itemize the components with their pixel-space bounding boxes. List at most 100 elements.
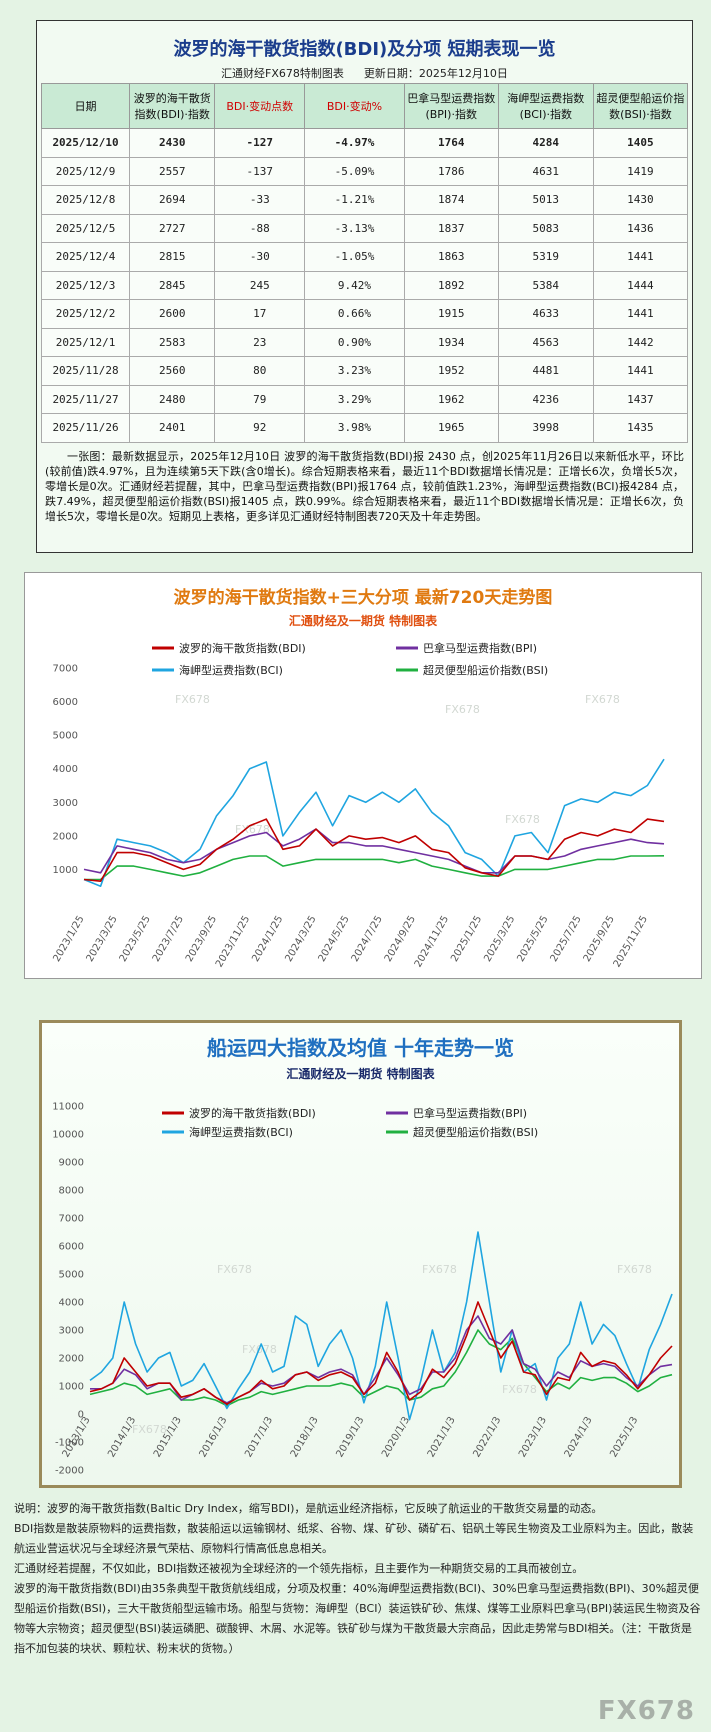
y-tick-label: 7000 — [53, 664, 78, 675]
x-tick-label: 2014/1/3 — [106, 1415, 138, 1459]
y-tick-label: 3000 — [53, 798, 78, 809]
y-tick-label: -2000 — [55, 1466, 84, 1477]
y-tick-label: 9000 — [59, 1158, 84, 1169]
cell: 5384 — [497, 270, 594, 300]
cell: 79 — [214, 384, 306, 414]
cell: 2845 — [129, 270, 216, 300]
cell: 1437 — [592, 384, 689, 414]
note: 说明：波罗的海干散货指数(Baltic Dry Index，缩写BDI)，是航运… — [14, 1502, 603, 1515]
legend-label: 超灵便型船运价指数(BSI) — [413, 1125, 538, 1139]
row: 2025/12/5 2727 -88 -3.13% 1837 5083 1436 — [40, 213, 689, 243]
summary: 一张图：最新数据显示，2025年12月10日 波罗的海干散货指数(BDI)报 2… — [45, 450, 684, 523]
x-tick-label: 2024/1/25 — [250, 914, 285, 964]
header-cell: 超灵便型船运价指数(BSI)·指数 — [592, 83, 689, 129]
y-tick-label: 0 — [78, 1410, 84, 1421]
table-panel: 波罗的海干散货指数(BDI)及分项 短期表现一览 汇通财经FX678特制图表 更新… — [36, 20, 693, 553]
watermark: FX678 — [422, 1263, 457, 1276]
logo: FX678 — [597, 1696, 695, 1726]
cell: 1915 — [403, 299, 499, 329]
x-tick-label: 2019/1/3 — [334, 1415, 366, 1459]
chart-subtitle: 汇通财经及一期货 特制图表 — [286, 1066, 435, 1081]
chart-subtitle: 汇通财经及一期货 特制图表 — [289, 613, 438, 628]
cell: 2430 — [129, 128, 216, 158]
legend-label: 海岬型运费指数(BCI) — [189, 1125, 293, 1139]
series-line — [89, 1231, 673, 1421]
note: BDI指数是散装原物料的运费指数，散装船运以运输钢材、纸浆、谷物、煤、矿砂、磷矿… — [14, 1522, 694, 1555]
cell: 2025/12/3 — [40, 270, 131, 300]
cell: 4481 — [497, 356, 594, 386]
table-meta: 汇通财经FX678特制图表 更新日期：2025年12月10日 — [37, 65, 692, 81]
header-cell: 海岬型运费指数(BCI)·指数 — [497, 83, 594, 129]
chart-panel: 船运四大指数及均值 十年走势一览汇通财经及一期货 特制图表 FX678 FX678 F… — [39, 1020, 682, 1488]
cell: 2025/11/28 — [40, 356, 131, 386]
cell: 2557 — [129, 156, 216, 186]
header-cell: BDI·变动点数 — [214, 83, 306, 129]
y-tick-label: -1000 — [55, 1438, 84, 1449]
cell: 1892 — [403, 270, 499, 300]
legend-label: 波罗的海干散货指数(BDI) — [179, 641, 306, 655]
cell: 3.29% — [304, 384, 405, 414]
row: 2025/12/4 2815 -30 -1.05% 1863 5319 1441 — [40, 242, 689, 272]
x-tick-label: 2022/1/3 — [471, 1415, 503, 1459]
cell: 5083 — [497, 213, 594, 243]
cell: 2560 — [129, 356, 216, 386]
row: 2025/12/9 2557 -137 -5.09% 1786 4631 1419 — [40, 156, 689, 186]
y-tick-label: 4000 — [59, 1298, 84, 1309]
cell: 1837 — [403, 213, 499, 243]
series-line — [83, 758, 665, 887]
cell: 92 — [214, 413, 306, 443]
cell: 1441 — [592, 299, 689, 329]
notes: 说明：波罗的海干散货指数(Baltic Dry Index，缩写BDI)，是航运… — [14, 1499, 702, 1659]
series-line — [89, 1329, 673, 1407]
cell: 5319 — [497, 242, 594, 272]
row: 2025/12/2 2600 17 0.66% 1915 4633 1441 — [40, 299, 689, 329]
watermark: FX678 — [132, 1423, 167, 1436]
x-tick-label: 2025/3/25 — [482, 914, 517, 964]
cell: 2583 — [129, 327, 216, 357]
cell: 2025/12/4 — [40, 242, 131, 272]
y-tick-label: 1000 — [53, 865, 78, 876]
watermark: FX678 — [505, 813, 540, 826]
x-tick-label: 2023/11/25 — [214, 914, 252, 969]
y-tick-label: 6000 — [59, 1242, 84, 1253]
cell: 4633 — [497, 299, 594, 329]
x-tick-label: 2025/1/25 — [449, 914, 484, 964]
cell: 4563 — [497, 327, 594, 357]
source: 汇通财经FX678特制图表 — [221, 67, 344, 80]
y-tick-label: 6000 — [53, 697, 78, 708]
y-tick-label: 10000 — [52, 1130, 84, 1141]
series-line — [90, 1315, 673, 1404]
row: 2025/12/3 2845 245 9.42% 1892 5384 1444 — [40, 270, 689, 300]
x-tick-label: 2024/11/25 — [413, 914, 451, 969]
cell: 1962 — [403, 384, 499, 414]
header-cell: 巴拿马型运费指数(BPI)·指数 — [403, 83, 499, 129]
cell: 2694 — [129, 185, 216, 215]
x-tick-label: 2024/9/25 — [383, 914, 418, 964]
x-tick-label: 2024/7/25 — [350, 914, 385, 964]
cell: 1786 — [403, 156, 499, 186]
cell: 0.66% — [304, 299, 405, 329]
y-tick-label: 3000 — [59, 1326, 84, 1337]
cell: 4631 — [497, 156, 594, 186]
cell: 1965 — [403, 413, 499, 443]
series-line — [89, 1301, 673, 1405]
cell: -30 — [214, 242, 306, 272]
watermark: FX678 — [217, 1263, 252, 1276]
cell: 4236 — [497, 384, 594, 414]
x-tick-label: 2025/7/25 — [549, 914, 584, 964]
x-tick-label: 2020/1/3 — [380, 1415, 412, 1459]
x-tick-label: 2025/11/25 — [612, 914, 650, 969]
note: 波罗的海干散货指数(BDI)由35条典型干散货航线组成，分项及权重：40%海岬型… — [14, 1582, 701, 1655]
cell: 0.90% — [304, 327, 405, 357]
cell: 2401 — [129, 413, 216, 443]
y-tick-label: 1000 — [59, 1382, 84, 1393]
cell: 1419 — [592, 156, 689, 186]
cell: -33 — [214, 185, 306, 215]
chart-title: 船运四大指数及均值 十年走势一览 — [207, 1036, 514, 1060]
watermark: FX678 — [502, 1383, 537, 1396]
cell: 2025/12/8 — [40, 185, 131, 215]
cell: 2025/11/26 — [40, 413, 131, 443]
x-tick-label: 2025/5/25 — [515, 914, 550, 964]
